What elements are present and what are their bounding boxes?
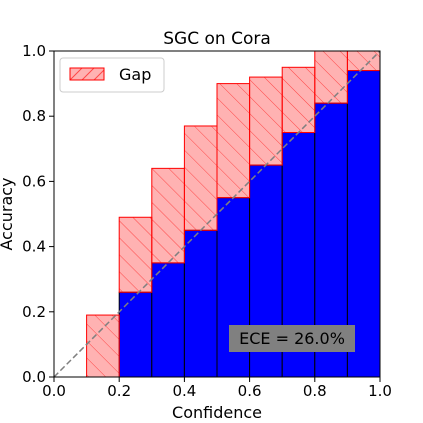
accuracy-bar (118, 291, 153, 378)
y-axis-title: Accuracy (0, 177, 16, 250)
legend: Gap (59, 57, 165, 93)
accuracy-bar (346, 70, 381, 378)
ece-box (229, 325, 355, 352)
x-tick-label: 0.2 (107, 382, 131, 400)
legend-swatch (69, 67, 105, 81)
y-tick-label: 0.8 (22, 107, 46, 125)
gap-bar-outline (281, 66, 316, 133)
accuracy-bar (183, 229, 218, 378)
perfect-calibration-line (53, 50, 381, 378)
x-tick-label: 1.0 (368, 382, 392, 400)
y-tick-label: 0.4 (22, 238, 46, 256)
y-tick-label: 1.0 (22, 42, 46, 60)
legend-swatch-hatch (93, 69, 105, 81)
x-axis-title: Confidence (172, 403, 262, 422)
x-tick-label: 0.0 (42, 382, 66, 400)
x-tick-label: 0.4 (172, 382, 196, 400)
legend-swatch-hatch (81, 67, 95, 81)
gap-bar-outline (216, 83, 251, 199)
y-tick-label: 0.2 (22, 303, 46, 321)
gap-bar-outline (118, 216, 153, 293)
gap-bar-outline (314, 50, 348, 104)
gap-bar-outline (183, 125, 218, 231)
chart-title: SGC on Cora (163, 29, 271, 49)
plot-frame (53, 50, 381, 378)
legend-box (59, 57, 165, 93)
legend-swatch-hatch (69, 67, 83, 81)
x-tick-label: 0.8 (303, 382, 327, 400)
ece-annotation: ECE = 26.0% (229, 325, 355, 352)
y-tick-label: 0.6 (22, 172, 46, 190)
gap-bar-outline (151, 167, 185, 264)
x-tick-label: 0.6 (238, 382, 262, 400)
ece-label: ECE = 26.0% (239, 329, 345, 348)
legend-label: Gap (119, 65, 151, 84)
gap-bar-outline (249, 76, 283, 166)
accuracy-bar (151, 262, 185, 378)
y-tick-label: 0.0 (22, 368, 46, 386)
gap-bar-outline (86, 314, 120, 378)
plot-area: 0.0 0.2 0.4 0.6 0.8 1.0 0.0 0.2 0.4 0.6 0.8 1.0 (22, 42, 392, 400)
